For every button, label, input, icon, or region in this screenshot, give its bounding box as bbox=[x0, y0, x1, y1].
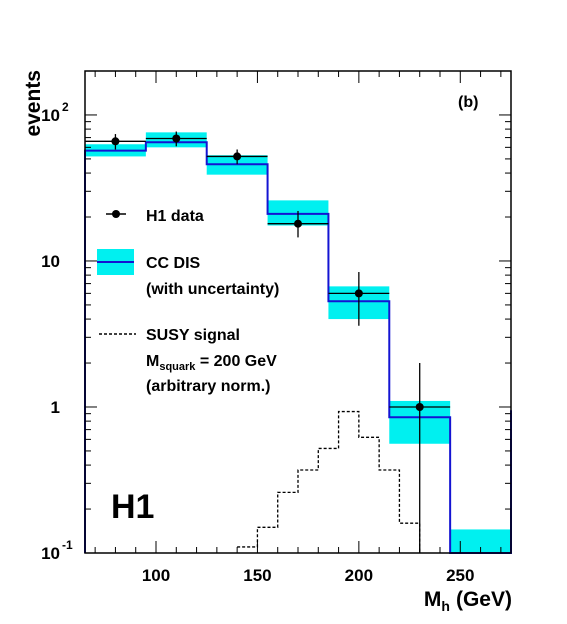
legend: H1 data CC DIS (with uncertainty) SUSY s… bbox=[97, 208, 279, 395]
legend-item-cc-dis: CC DIS (with uncertainty) bbox=[97, 249, 279, 298]
legend-susy-label-3: (arbitrary norm.) bbox=[146, 378, 270, 395]
legend-susy-label-2: Msquark = 200 GeV bbox=[146, 353, 277, 373]
legend-data-marker bbox=[112, 210, 120, 218]
data-point bbox=[415, 402, 424, 411]
data-point bbox=[172, 134, 181, 143]
y-tick-base: 10 bbox=[41, 106, 60, 125]
experiment-label: H1 bbox=[111, 488, 154, 526]
susy-signal-histogram bbox=[237, 410, 421, 553]
data-point bbox=[294, 219, 302, 228]
legend-susy-mass-main: M bbox=[146, 353, 159, 370]
y-tick-label: 1 bbox=[51, 398, 60, 417]
legend-susy-mass-subscript: squark bbox=[159, 361, 196, 373]
y-tick-exponent: 2 bbox=[62, 100, 69, 114]
h1-data-points bbox=[85, 131, 451, 553]
y-tick-base: 10 bbox=[41, 252, 60, 271]
legend-cc-dis-label-2: (with uncertainty) bbox=[146, 281, 279, 298]
legend-susy-label-1: SUSY signal bbox=[146, 327, 240, 344]
x-axis-title: Mh (GeV) bbox=[424, 588, 512, 614]
x-tick-labels: 100 150 200 250 bbox=[142, 566, 475, 585]
y-tick-label: 10 bbox=[41, 106, 60, 125]
legend-data-label: H1 data bbox=[146, 208, 204, 225]
x-tick-label: 200 bbox=[345, 566, 373, 585]
y-tick-label: 10 bbox=[41, 252, 60, 271]
legend-cc-dis-label-1: CC DIS bbox=[146, 255, 201, 272]
x-axis-title-unit: (GeV) bbox=[456, 588, 512, 611]
legend-susy-mass-rest: = 200 GeV bbox=[195, 353, 277, 370]
y-tick-base: 10 bbox=[41, 544, 60, 563]
data-point bbox=[111, 137, 120, 146]
data-point bbox=[354, 289, 363, 298]
axis-ticks bbox=[85, 70, 511, 554]
legend-item-data: H1 data bbox=[106, 208, 204, 225]
susy-signal-line bbox=[237, 410, 421, 553]
panel-label: (b) bbox=[458, 94, 478, 111]
cc-dis-band-bin bbox=[450, 529, 511, 553]
data-point bbox=[233, 152, 242, 161]
x-axis-title-subscript: h bbox=[441, 598, 450, 614]
y-tick-base: 1 bbox=[51, 398, 60, 417]
x-tick-label: 100 bbox=[142, 566, 170, 585]
x-axis-title-main: M bbox=[424, 588, 442, 611]
y-tick-exponent: -1 bbox=[62, 538, 73, 552]
y-axis-title: events bbox=[22, 70, 45, 137]
legend-item-susy: SUSY signal Msquark = 200 GeV (arbitrary… bbox=[99, 327, 277, 395]
x-tick-label: 150 bbox=[243, 566, 271, 585]
y-tick-label: 10 bbox=[41, 544, 60, 563]
x-tick-label: 250 bbox=[446, 566, 474, 585]
